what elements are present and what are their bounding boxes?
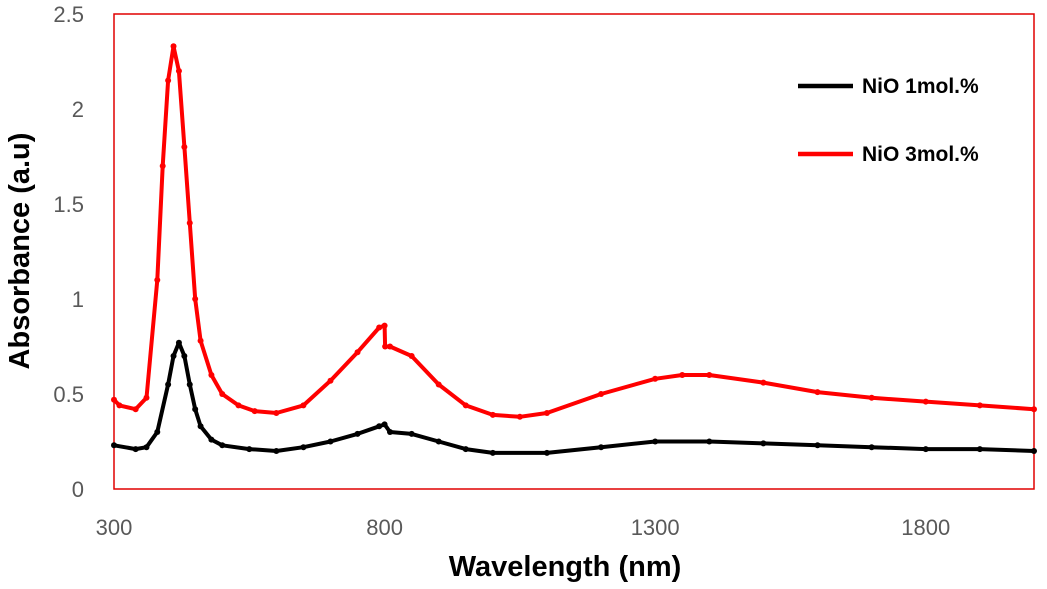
data-point (1031, 448, 1037, 454)
x-axis-title: Wavelength (nm) (449, 551, 682, 583)
data-point (154, 277, 161, 283)
legend: NiO 1mol.% NiO 3mol.% (798, 75, 979, 166)
data-point (165, 381, 172, 388)
data-point (376, 324, 383, 331)
data-point (219, 391, 226, 397)
data-point (381, 421, 388, 428)
data-point (273, 448, 280, 454)
data-point (706, 438, 713, 445)
y-tick-label: 2.5 (53, 2, 84, 27)
data-point (976, 402, 983, 409)
data-point (132, 406, 139, 413)
data-point (208, 436, 215, 443)
series-nio-3mol (111, 43, 1037, 420)
data-point (679, 372, 686, 378)
plot-area-frame (113, 13, 1035, 490)
data-point (181, 144, 188, 150)
y-tick-label: 1 (72, 287, 84, 312)
data-point (143, 394, 150, 401)
data-point (462, 446, 469, 453)
data-point (246, 446, 253, 453)
data-point (197, 423, 204, 430)
y-axis-ticks: 0 0.5 1 1.5 2 2.5 (53, 2, 84, 502)
data-point (652, 438, 659, 445)
data-point (116, 402, 123, 409)
y-tick-label: 2 (72, 97, 84, 122)
data-point (354, 430, 361, 437)
x-tick-label: 1300 (631, 515, 680, 540)
data-point (376, 423, 383, 430)
data-point (408, 430, 415, 437)
data-point (489, 411, 496, 418)
data-point (132, 446, 139, 453)
data-point (111, 396, 117, 403)
data-point (170, 43, 177, 50)
data-point (354, 349, 361, 356)
data-point (235, 402, 242, 409)
data-point (462, 402, 469, 409)
data-point (300, 444, 307, 451)
data-point (760, 379, 767, 386)
data-point (976, 446, 983, 453)
data-point (489, 449, 496, 456)
data-point (327, 438, 334, 445)
data-point (868, 444, 875, 451)
data-point (192, 296, 199, 302)
data-point (175, 339, 182, 346)
legend-label-nio-1mol: NiO 1mol.% (862, 75, 979, 98)
data-point (516, 413, 523, 420)
data-point (814, 389, 821, 396)
y-tick-label: 1.5 (53, 192, 84, 217)
data-point (598, 444, 605, 451)
data-point (186, 220, 193, 226)
data-point (760, 440, 767, 447)
data-point (543, 410, 550, 416)
data-point (435, 381, 442, 388)
data-point (192, 406, 199, 413)
data-point (652, 375, 659, 382)
data-point (381, 322, 388, 329)
x-tick-label: 800 (366, 515, 403, 540)
data-point (435, 438, 442, 445)
data-point (219, 442, 226, 449)
y-tick-label: 0.5 (53, 382, 84, 407)
data-point (814, 442, 821, 449)
data-point (154, 429, 161, 435)
data-point (208, 372, 215, 378)
data-point (387, 429, 393, 435)
data-point (382, 343, 389, 350)
data-point (327, 377, 334, 384)
data-point (706, 372, 713, 378)
data-point (181, 353, 188, 359)
data-point (273, 410, 280, 416)
y-axis-title: Absorbance (a.u) (4, 133, 36, 370)
data-point (922, 398, 929, 405)
data-point (1031, 406, 1037, 413)
x-tick-label: 300 (96, 515, 133, 540)
data-point (111, 442, 117, 449)
series-layer (111, 43, 1037, 456)
data-point (387, 343, 393, 350)
data-point (300, 402, 307, 409)
data-point (186, 381, 193, 388)
data-point (598, 391, 605, 397)
data-point (170, 353, 177, 359)
data-point (543, 449, 550, 456)
data-point (143, 444, 150, 451)
legend-label-nio-3mol: NiO 3mol.% (862, 143, 979, 166)
data-point (165, 77, 172, 84)
data-point (408, 353, 415, 359)
x-tick-label: 1800 (901, 515, 950, 540)
series-nio-1mol (111, 339, 1037, 456)
x-axis-ticks: 300 800 1300 1800 (96, 515, 951, 540)
data-point (922, 446, 929, 453)
data-point (159, 163, 166, 169)
data-point (868, 394, 875, 401)
y-tick-label: 0 (72, 477, 84, 502)
data-point (197, 337, 204, 344)
data-point (251, 408, 258, 415)
data-point (175, 68, 182, 74)
